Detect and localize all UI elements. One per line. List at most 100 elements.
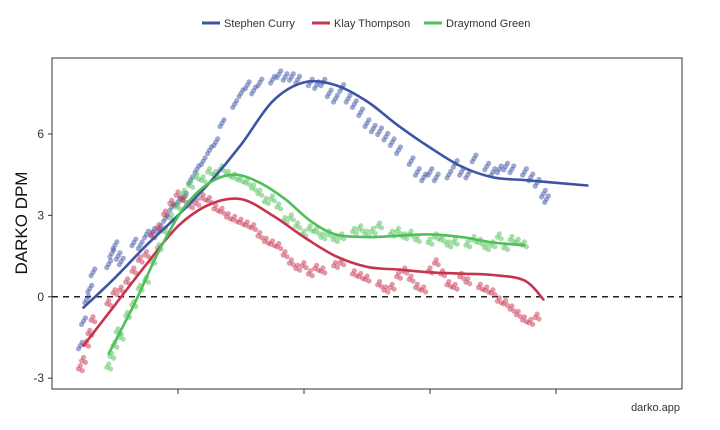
data-point-klay [251,222,257,228]
data-point-draymond [351,225,357,231]
data-point-draymond [114,344,120,350]
data-point-draymond [504,246,511,253]
trend-line-klay [82,197,545,347]
data-point-curry [297,73,303,79]
data-point-draymond [145,279,151,285]
data-point-klay [295,262,301,268]
data-point-draymond [269,193,276,199]
data-point-draymond [194,171,200,177]
data-point-draymond [509,233,515,240]
data-point-klay [139,259,145,265]
data-point-curry [117,250,123,256]
data-point-draymond [252,187,259,193]
data-point-draymond [221,168,227,174]
data-point-curry [290,71,296,77]
data-point-draymond [288,212,294,218]
data-point-klay [200,192,206,198]
data-point-klay [435,262,441,268]
data-point-draymond [408,228,414,234]
data-point-curry [542,187,548,193]
data-point-klay [118,284,124,290]
data-point-klay [423,289,429,295]
data-point-draymond [246,181,252,187]
data-point-curry [120,255,126,261]
data-point-draymond [115,326,121,332]
data-point-curry [82,315,88,321]
data-point-draymond [360,228,366,234]
data-point-curry [366,117,372,123]
data-point-klay [143,249,150,255]
data-point-curry [114,239,120,245]
data-point-klay [492,292,498,298]
data-point-draymond [334,238,340,244]
data-point-draymond [120,336,126,342]
data-point-draymond [465,239,471,245]
data-point-klay [427,265,433,271]
data-point-curry [139,239,145,245]
data-point-draymond [452,236,458,242]
data-point-klay [90,314,96,320]
legend-label-curry: Stephen Curry [224,18,295,30]
data-point-klay [395,270,402,276]
data-point-draymond [320,231,326,237]
data-point-klay [307,268,313,274]
data-point-klay [238,216,244,222]
data-point-klay [282,249,288,255]
data-point-curry [454,158,460,164]
data-point-klay [530,321,536,327]
data-point-klay [536,316,542,322]
data-point-draymond [404,236,410,242]
data-point-klay [496,295,502,301]
x-axis [177,389,557,394]
data-point-klay [504,302,511,308]
data-point-klay [378,283,385,289]
data-point-curry [385,130,391,136]
data-point-draymond [315,230,322,236]
data-point-klay [351,268,357,274]
data-point-klay [364,273,370,279]
data-point-draymond [106,361,112,367]
data-point-draymond [188,179,194,185]
data-point-curry [410,155,416,161]
data-point-draymond [498,236,504,242]
data-point-klay [269,238,276,244]
data-point-draymond [301,228,307,234]
data-point-curry [504,160,511,166]
data-point-klay [377,279,383,285]
data-point-klay [389,281,395,287]
data-point-curry [278,68,284,74]
data-point-draymond [202,179,208,185]
data-point-curry [353,98,359,104]
data-point-draymond [429,241,435,247]
data-point-draymond [278,206,284,212]
data-point-klay [169,197,175,203]
data-point-draymond [183,192,189,198]
data-point-klay [206,194,213,201]
data-point-klay [156,222,162,228]
data-point-klay [410,278,416,284]
data-point-curry [145,228,151,234]
data-point-draymond [389,228,395,234]
data-point-klay [383,284,389,290]
data-point-draymond [492,244,498,250]
data-point-draymond [111,355,117,361]
data-point-draymond [370,225,376,231]
data-point-curry [92,266,98,272]
data-point-klay [196,202,202,208]
data-point-curry [511,163,517,169]
data-point-klay [303,264,309,271]
data-point-draymond [200,174,206,180]
data-point-klay [219,205,225,211]
data-point-draymond [175,201,181,207]
data-point-draymond [427,236,433,242]
data-point-draymond [322,236,328,242]
data-point-klay [257,230,263,236]
data-point-curry [108,258,114,264]
data-point-klay [408,273,414,279]
data-point-klay [433,257,439,263]
data-point-curry [473,152,479,158]
data-point-draymond [441,238,448,244]
data-point-klay [77,363,83,369]
data-point-klay [484,284,490,290]
data-point-klay [397,275,403,281]
